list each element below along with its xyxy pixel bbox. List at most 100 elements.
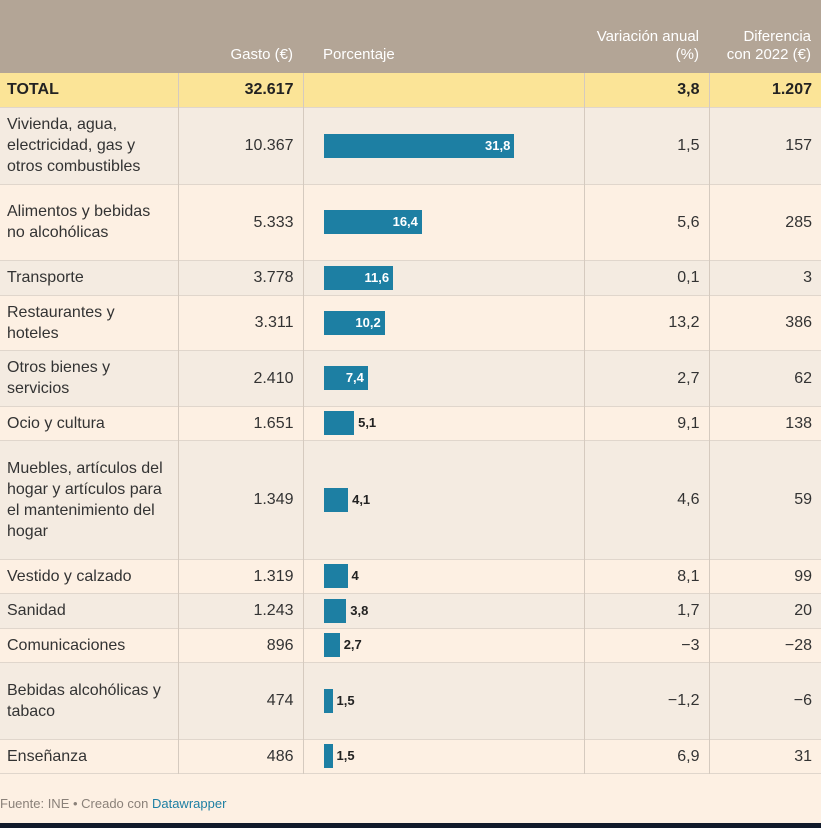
variacion-value: 4,6 bbox=[584, 440, 710, 559]
table-row: Vivienda, agua, electricidad, gas y otro… bbox=[0, 107, 821, 184]
diferencia-value: 138 bbox=[785, 414, 812, 432]
percentage-bar-label: 1,5 bbox=[336, 692, 355, 708]
diferencia-value: 285 bbox=[785, 213, 812, 231]
header-variacion: Variación anual (%) bbox=[584, 0, 709, 73]
variacion-value: −3 bbox=[584, 628, 710, 662]
porcentaje-cell: 16,4 bbox=[303, 184, 585, 260]
porcentaje-cell: 7,4 bbox=[303, 350, 585, 406]
table-row: Otros bienes y servicios 2.410 7,4 2,7 62 bbox=[0, 350, 821, 406]
category-label: Vestido y calzado bbox=[0, 559, 179, 593]
percentage-bar bbox=[323, 744, 333, 768]
gasto-value: 474 bbox=[178, 662, 304, 739]
gasto-value: 486 bbox=[178, 739, 304, 773]
variacion-value: 1,7 bbox=[584, 593, 710, 628]
table-row: Restaurantes y hoteles 3.311 10,2 13,2 386 bbox=[0, 295, 821, 350]
percentage-bar-label: 2,7 bbox=[343, 637, 362, 652]
diferencia-value: 3 bbox=[709, 260, 821, 295]
variacion-value: 6,9 bbox=[584, 739, 710, 773]
bar-track: 4,1 bbox=[323, 487, 564, 512]
percentage-bar bbox=[323, 366, 368, 390]
category-label: Vivienda, agua, electricidad, gas y otro… bbox=[0, 107, 179, 184]
total-diferencia: 1.207 bbox=[709, 73, 821, 107]
variacion-value: −1,2 bbox=[584, 662, 710, 739]
diferencia-value: −6 bbox=[709, 662, 821, 739]
porcentaje-cell: 3,8 bbox=[303, 593, 585, 628]
datawrapper-link[interactable]: Datawrapper bbox=[151, 796, 227, 811]
variacion-value: 13,2 bbox=[584, 295, 710, 350]
bar-track: 3,8 bbox=[323, 598, 564, 623]
total-variacion: 3,8 bbox=[584, 73, 710, 107]
diferencia-value: 62 bbox=[709, 350, 821, 406]
category-label: Ocio y cultura bbox=[0, 406, 179, 440]
percentage-bar-label: 31,8 bbox=[485, 137, 511, 153]
variacion-value: 9,1 bbox=[584, 406, 710, 440]
category-label: Restaurantes y hoteles bbox=[0, 295, 179, 350]
percentage-bar bbox=[323, 411, 355, 435]
diferencia-value: 386 bbox=[785, 314, 812, 331]
total-gasto: 32.617 bbox=[178, 73, 304, 107]
diferencia-value: 157 bbox=[709, 107, 821, 184]
bar-track: 10,2 bbox=[323, 310, 564, 335]
gasto-value: 896 bbox=[178, 628, 304, 662]
bar-track: 4 bbox=[323, 564, 564, 588]
table-row: Comunicaciones 896 2,7 −3 −28 bbox=[0, 628, 821, 662]
percentage-bar bbox=[323, 564, 348, 588]
bar-track: 7,4 bbox=[323, 366, 564, 390]
bar-track: 2,7 bbox=[323, 633, 564, 657]
table-row: Alimentos y bebidas no alcohólicas 5.333 1… bbox=[0, 184, 821, 260]
gasto-value: 3.778 bbox=[178, 260, 304, 295]
percentage-bar bbox=[323, 265, 394, 290]
gasto-value: 1.349 bbox=[178, 440, 304, 559]
gasto-value: 3.311 bbox=[178, 295, 304, 350]
gasto-value: 1.243 bbox=[178, 593, 304, 628]
percentage-bar bbox=[323, 133, 515, 158]
percentage-bar-label: 1,5 bbox=[336, 748, 355, 763]
spending-table: Gasto (€) Porcentaje Variación anual (%)… bbox=[0, 0, 821, 773]
table-row: Sanidad 1.243 3,8 1,7 20 bbox=[0, 593, 821, 628]
table-row: Ocio y cultura 1.651 5,1 9,1 138 bbox=[0, 406, 821, 440]
variacion-value: 8,1 bbox=[584, 559, 710, 593]
category-label: Bebidas alcohólicas y tabaco bbox=[0, 662, 179, 739]
percentage-bar bbox=[323, 487, 349, 512]
percentage-bar bbox=[323, 688, 333, 713]
bar-track: 5,1 bbox=[323, 411, 564, 435]
table-row: Vestido y calzado 1.319 4 8,1 99 bbox=[0, 559, 821, 593]
porcentaje-cell: 4,1 bbox=[303, 440, 585, 559]
percentage-bar-label: 4,1 bbox=[352, 491, 371, 507]
variacion-value: 2,7 bbox=[584, 350, 710, 406]
header-category bbox=[0, 0, 178, 73]
gasto-value: 2.410 bbox=[178, 350, 304, 406]
header-porcentaje: Porcentaje bbox=[303, 0, 584, 73]
category-label: Alimentos y bebidas no alcohólicas bbox=[0, 184, 179, 260]
percentage-bar-label: 10,2 bbox=[355, 314, 381, 330]
diferencia-value: 31 bbox=[794, 747, 812, 765]
percentage-bar bbox=[323, 598, 347, 623]
porcentaje-cell: 4 bbox=[303, 559, 585, 593]
gasto-value: 10.367 bbox=[178, 107, 304, 184]
bar-track: 11,6 bbox=[323, 265, 564, 290]
category-label: Transporte bbox=[0, 260, 179, 295]
diferencia-value: 20 bbox=[709, 593, 821, 628]
porcentaje-cell: 11,6 bbox=[303, 260, 585, 295]
bar-track: 1,5 bbox=[323, 744, 564, 768]
category-label: Comunicaciones bbox=[0, 628, 179, 662]
porcentaje-cell: 31,8 bbox=[303, 107, 585, 184]
diferencia-value: 99 bbox=[794, 567, 812, 585]
header-gasto: Gasto (€) bbox=[178, 0, 303, 73]
percentage-bar-label: 7,4 bbox=[345, 370, 364, 385]
total-label: TOTAL bbox=[0, 73, 179, 107]
diferencia-value: 59 bbox=[709, 440, 821, 559]
bar-track: 16,4 bbox=[323, 210, 564, 234]
bar-track: 1,5 bbox=[323, 688, 564, 713]
porcentaje-cell: 2,7 bbox=[303, 628, 585, 662]
porcentaje-cell: 5,1 bbox=[303, 406, 585, 440]
percentage-bar-label: 16,4 bbox=[392, 214, 418, 229]
bottom-strip bbox=[0, 823, 821, 828]
total-porcentaje bbox=[303, 73, 585, 107]
variacion-value: 1,5 bbox=[584, 107, 710, 184]
variacion-value: 5,6 bbox=[584, 184, 710, 260]
total-row: TOTAL 32.617 3,8 1.207 bbox=[0, 73, 821, 107]
percentage-bar-label: 11,6 bbox=[364, 269, 390, 285]
footer-source: Fuente: INE • Creado con bbox=[0, 796, 152, 811]
category-label: Muebles, artículos del hogar y artículos… bbox=[0, 440, 179, 559]
